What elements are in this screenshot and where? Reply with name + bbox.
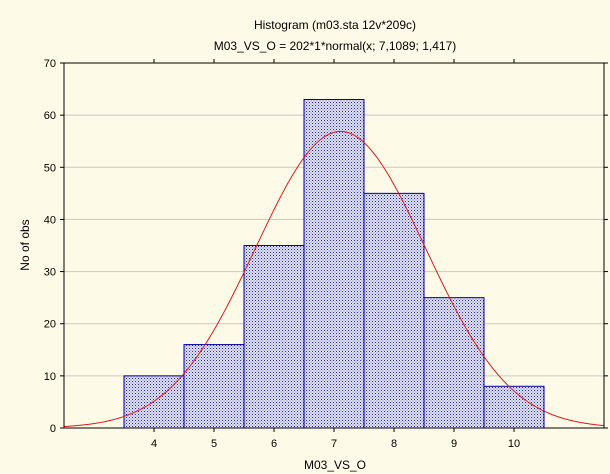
bar-6: [243, 245, 305, 429]
x-tick-label: 8: [391, 438, 397, 450]
bar-7: [303, 99, 365, 429]
x-tick-label: 4: [151, 438, 157, 450]
y-axis-label: No of obs: [18, 219, 32, 270]
x-tick-labels: 4 5 6 7 8 9 10: [151, 438, 520, 450]
y-tick-label: 40: [44, 214, 56, 226]
histogram-bars: [123, 99, 545, 429]
normal-fit-curve: [63, 130, 605, 427]
normal-fit-curve-layer: [63, 130, 605, 427]
y-tick-labels: 0 10 20 30 40 50 60 70: [44, 58, 56, 435]
bar-8: [363, 192, 425, 429]
x-tick-label: 5: [211, 438, 217, 450]
x-axis-label: M03_VS_O: [304, 458, 366, 472]
chart-title: Histogram (m03.sta 12v*209c): [254, 18, 416, 32]
y-tick-label: 0: [50, 423, 56, 435]
x-tick-label: 9: [451, 438, 457, 450]
chart-subtitle: M03_VS_O = 202*1*normal(x; 7,1089; 1,417…: [214, 39, 456, 53]
y-tick-label: 70: [44, 58, 56, 70]
x-tick-label: 10: [508, 438, 520, 450]
y-tick-label: 10: [44, 371, 56, 383]
x-tick-label: 7: [331, 438, 337, 450]
y-tick-label: 60: [44, 110, 56, 122]
y-tick-label: 30: [44, 267, 56, 279]
bar-5: [183, 344, 245, 429]
x-tick-label: 6: [271, 438, 277, 450]
bar-9: [423, 297, 485, 429]
bar-10: [483, 385, 545, 429]
y-tick-label: 50: [44, 162, 56, 174]
y-tick-label: 20: [44, 319, 56, 331]
axes: [60, 59, 608, 432]
